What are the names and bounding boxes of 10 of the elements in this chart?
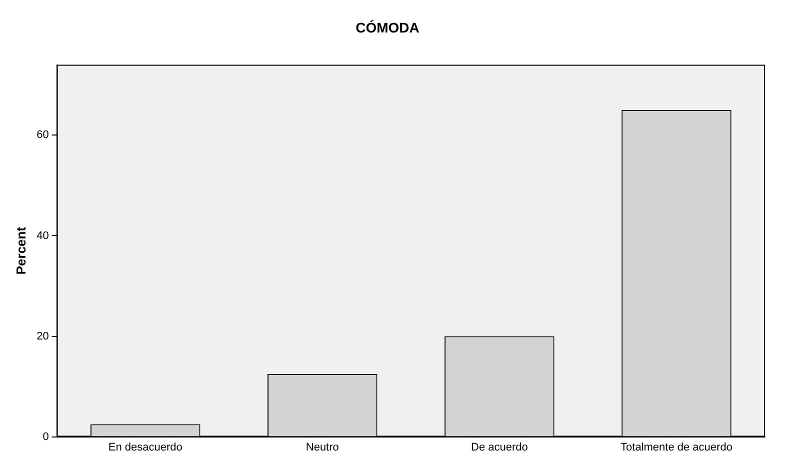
y-tick-label: 60: [36, 129, 49, 142]
x-tick-label: En desacuerdo: [108, 441, 182, 454]
y-tick-label: 40: [36, 230, 49, 242]
x-tick-label: Neutro: [306, 441, 339, 454]
x-tick-label: De acuerdo: [471, 441, 528, 454]
y-tick-label: 0: [42, 430, 49, 443]
x-tick-label: Totalmente de acuerdo: [620, 441, 732, 454]
y-axis-title: Percent: [13, 226, 28, 275]
chart-title: CÓMODA: [356, 19, 420, 36]
y-tick-label: 20: [36, 330, 49, 342]
